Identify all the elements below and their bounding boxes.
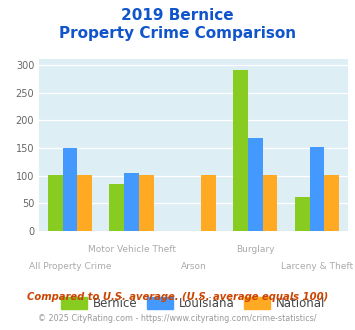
Text: Burglary: Burglary <box>236 245 274 254</box>
Bar <box>139 175 154 231</box>
Bar <box>201 175 216 231</box>
Bar <box>263 175 278 231</box>
Bar <box>109 184 124 231</box>
Text: 2019 Bernice: 2019 Bernice <box>121 8 234 23</box>
Text: Larceny & Theft: Larceny & Theft <box>281 262 353 271</box>
Text: Arson: Arson <box>181 262 206 271</box>
Bar <box>324 175 339 231</box>
Bar <box>62 148 77 231</box>
Bar <box>310 147 324 231</box>
Text: Property Crime Comparison: Property Crime Comparison <box>59 26 296 41</box>
Legend: Bernice, Louisiana, National: Bernice, Louisiana, National <box>56 292 331 314</box>
Bar <box>233 71 248 231</box>
Text: © 2025 CityRating.com - https://www.cityrating.com/crime-statistics/: © 2025 CityRating.com - https://www.city… <box>38 314 317 323</box>
Bar <box>48 175 62 231</box>
Bar <box>248 138 263 231</box>
Text: Compared to U.S. average. (U.S. average equals 100): Compared to U.S. average. (U.S. average … <box>27 292 328 302</box>
Text: Motor Vehicle Theft: Motor Vehicle Theft <box>88 245 176 254</box>
Bar <box>295 197 310 231</box>
Bar <box>124 173 139 231</box>
Bar <box>77 175 92 231</box>
Text: All Property Crime: All Property Crime <box>29 262 111 271</box>
